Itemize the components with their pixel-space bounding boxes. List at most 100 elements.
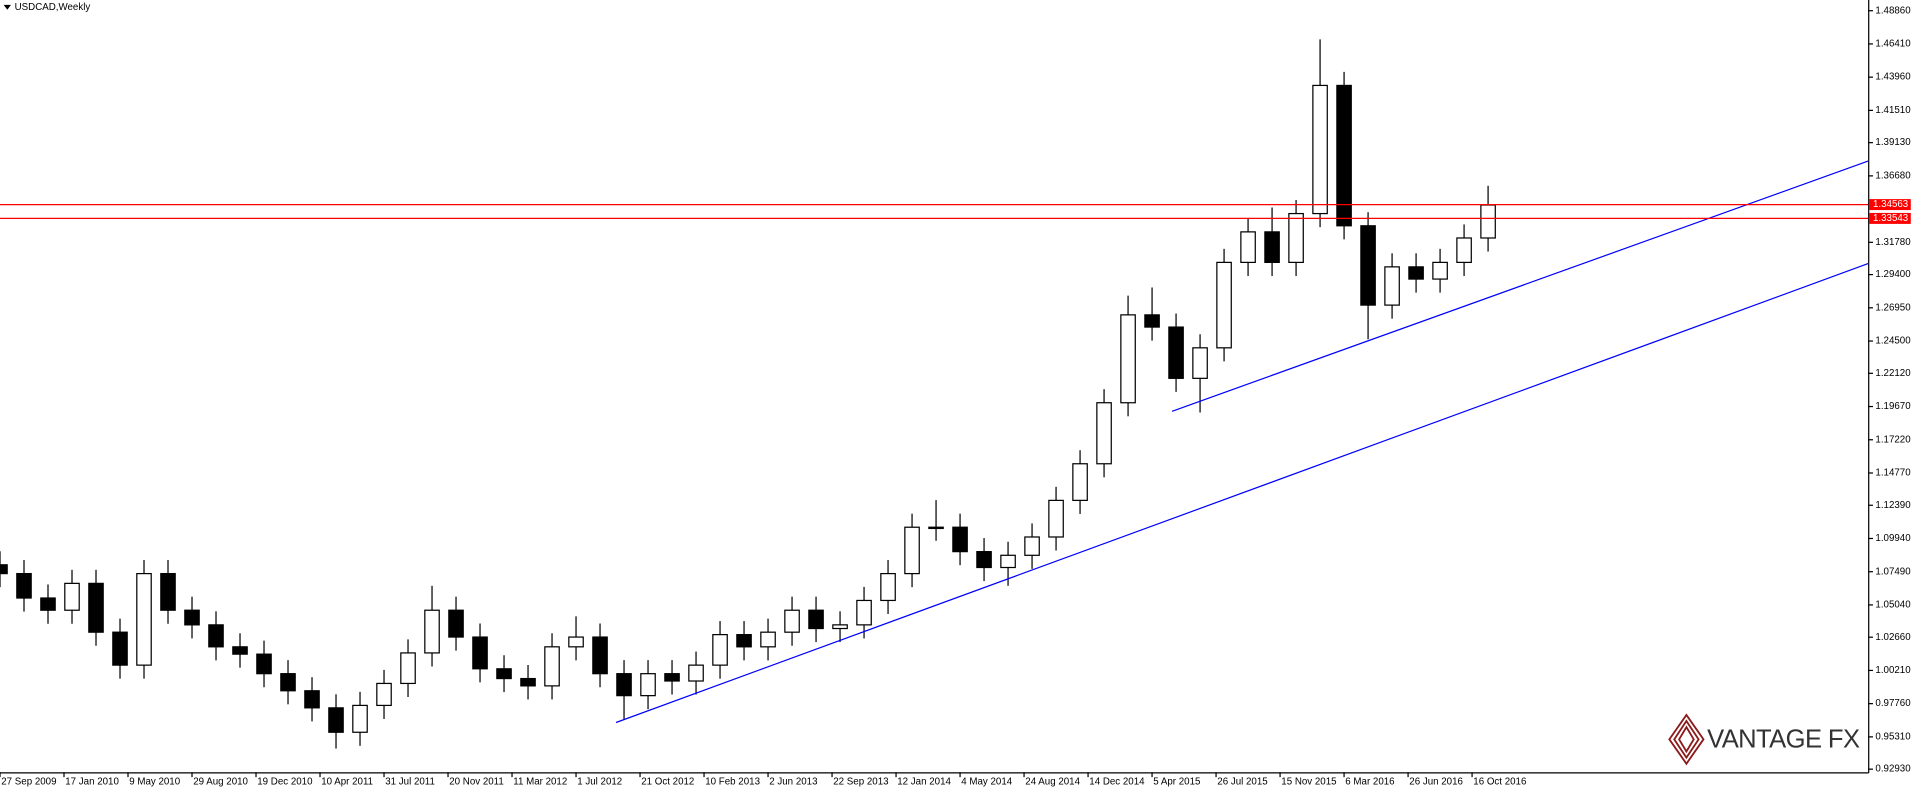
candle-body (424, 609, 440, 654)
x-tick-label: 9 May 2010 (129, 777, 181, 788)
candle-body (1312, 84, 1328, 215)
candle-body (376, 682, 392, 707)
y-tick-label: 1.36680 (1875, 170, 1911, 181)
x-tick-label: 26 Jun 2016 (1409, 777, 1463, 788)
candle-body (568, 636, 584, 648)
candle-body (1096, 402, 1112, 465)
candle-body (904, 526, 920, 575)
candle-body (304, 690, 320, 709)
candle-body (1288, 212, 1304, 264)
y-tick-label: 1.29400 (1875, 269, 1911, 280)
candle-body (664, 673, 680, 682)
candle-body (64, 582, 80, 611)
y-tick-label: 0.95310 (1875, 731, 1911, 742)
candle-body (256, 653, 272, 675)
candle-body (808, 609, 824, 630)
candle-body (1000, 554, 1016, 569)
x-tick-label: 2 Jun 2013 (769, 777, 817, 788)
y-tick-label: 1.22120 (1875, 368, 1911, 379)
y-tick-label: 1.02660 (1875, 632, 1911, 643)
x-tick-label: 12 Jan 2014 (897, 777, 951, 788)
candle-body (1072, 463, 1088, 501)
y-tick-label: 1.17220 (1875, 434, 1911, 445)
x-tick-label: 11 Mar 2012 (513, 777, 567, 788)
candle-body (1192, 347, 1208, 379)
candle-body (160, 572, 176, 611)
x-tick-label: 10 Feb 2013 (705, 777, 760, 788)
x-tick-label: 16 Oct 2016 (1473, 777, 1526, 788)
x-tick-label: 5 Apr 2015 (1153, 777, 1201, 788)
candle-body (640, 673, 656, 697)
candle-body (784, 609, 800, 633)
candle-body (592, 636, 608, 675)
candle-body (136, 572, 152, 666)
x-tick-label: 31 Jul 2011 (385, 777, 435, 788)
x-tick-label: 6 Mar 2016 (1345, 777, 1394, 788)
candle-body (1048, 499, 1064, 538)
y-tick-label: 1.00210 (1875, 665, 1911, 676)
y-tick-label: 1.39130 (1875, 137, 1911, 148)
x-tick-label: 24 Aug 2014 (1025, 777, 1080, 788)
candle-body (232, 646, 248, 655)
y-tick-label: 1.31780 (1875, 237, 1911, 248)
candle-body (1432, 261, 1448, 280)
candle-body (208, 624, 224, 648)
x-tick-label: 4 May 2014 (961, 777, 1013, 788)
x-tick-label: 15 Nov 2015 (1281, 777, 1337, 788)
candle-body (1456, 237, 1472, 264)
level-label: 1.33543 (1873, 213, 1908, 224)
x-tick-label: 17 Jan 2010 (65, 777, 119, 788)
candle-body (1144, 314, 1160, 328)
title-arrow (3, 4, 11, 10)
candle-body (1120, 314, 1136, 404)
x-tick-label: 19 Dec 2010 (257, 777, 313, 788)
candle-body (928, 526, 944, 530)
candle-body (400, 652, 416, 685)
candle-body (1480, 204, 1496, 239)
candle-body (976, 551, 992, 569)
candle-body (520, 677, 536, 687)
x-tick-label: 10 Apr 2011 (321, 777, 373, 788)
y-tick-label: 1.09940 (1875, 533, 1911, 544)
x-tick-label: 26 Jul 2015 (1217, 777, 1268, 788)
candle-body (952, 526, 968, 553)
y-tick-label: 1.19670 (1875, 401, 1911, 412)
y-tick-label: 1.43960 (1875, 72, 1911, 83)
candle-body (688, 664, 704, 682)
candle-body (352, 704, 368, 733)
candle-body (472, 636, 488, 670)
candle-body (1384, 266, 1400, 306)
candle-body (112, 631, 128, 666)
y-tick-label: 0.97760 (1875, 698, 1911, 709)
candle-body (88, 582, 104, 633)
candle-body (1240, 231, 1256, 264)
y-tick-label: 1.26950 (1875, 302, 1911, 313)
candle-body (280, 673, 296, 692)
y-tick-label: 1.41510 (1875, 105, 1911, 116)
candle-body (856, 599, 872, 626)
candle-body (1408, 266, 1424, 280)
candle-body (1024, 536, 1040, 556)
x-tick-label: 21 Oct 2012 (641, 777, 694, 788)
candle-body (880, 572, 896, 602)
watermark: VANTAGE FX (1707, 725, 1860, 753)
x-tick-label: 22 Sep 2013 (833, 777, 888, 788)
candle-body (496, 668, 512, 680)
y-tick-label: 1.48860 (1875, 5, 1911, 16)
candle-body (40, 597, 56, 611)
y-tick-label: 1.46410 (1875, 39, 1911, 50)
candle-body (1168, 326, 1184, 379)
candle-body (544, 646, 560, 687)
candle-body (712, 634, 728, 666)
level-label-box (1869, 212, 1911, 224)
candle-body (736, 634, 752, 648)
candle-body (1360, 225, 1376, 306)
y-tick-label: 1.07490 (1875, 566, 1911, 577)
candle-body (1216, 261, 1232, 349)
level-label: 1.34563 (1873, 199, 1908, 210)
level-label-box (1869, 199, 1911, 211)
candle-body (16, 572, 32, 599)
y-tick-label: 1.05040 (1875, 600, 1911, 611)
trend-line (1171, 160, 1869, 412)
